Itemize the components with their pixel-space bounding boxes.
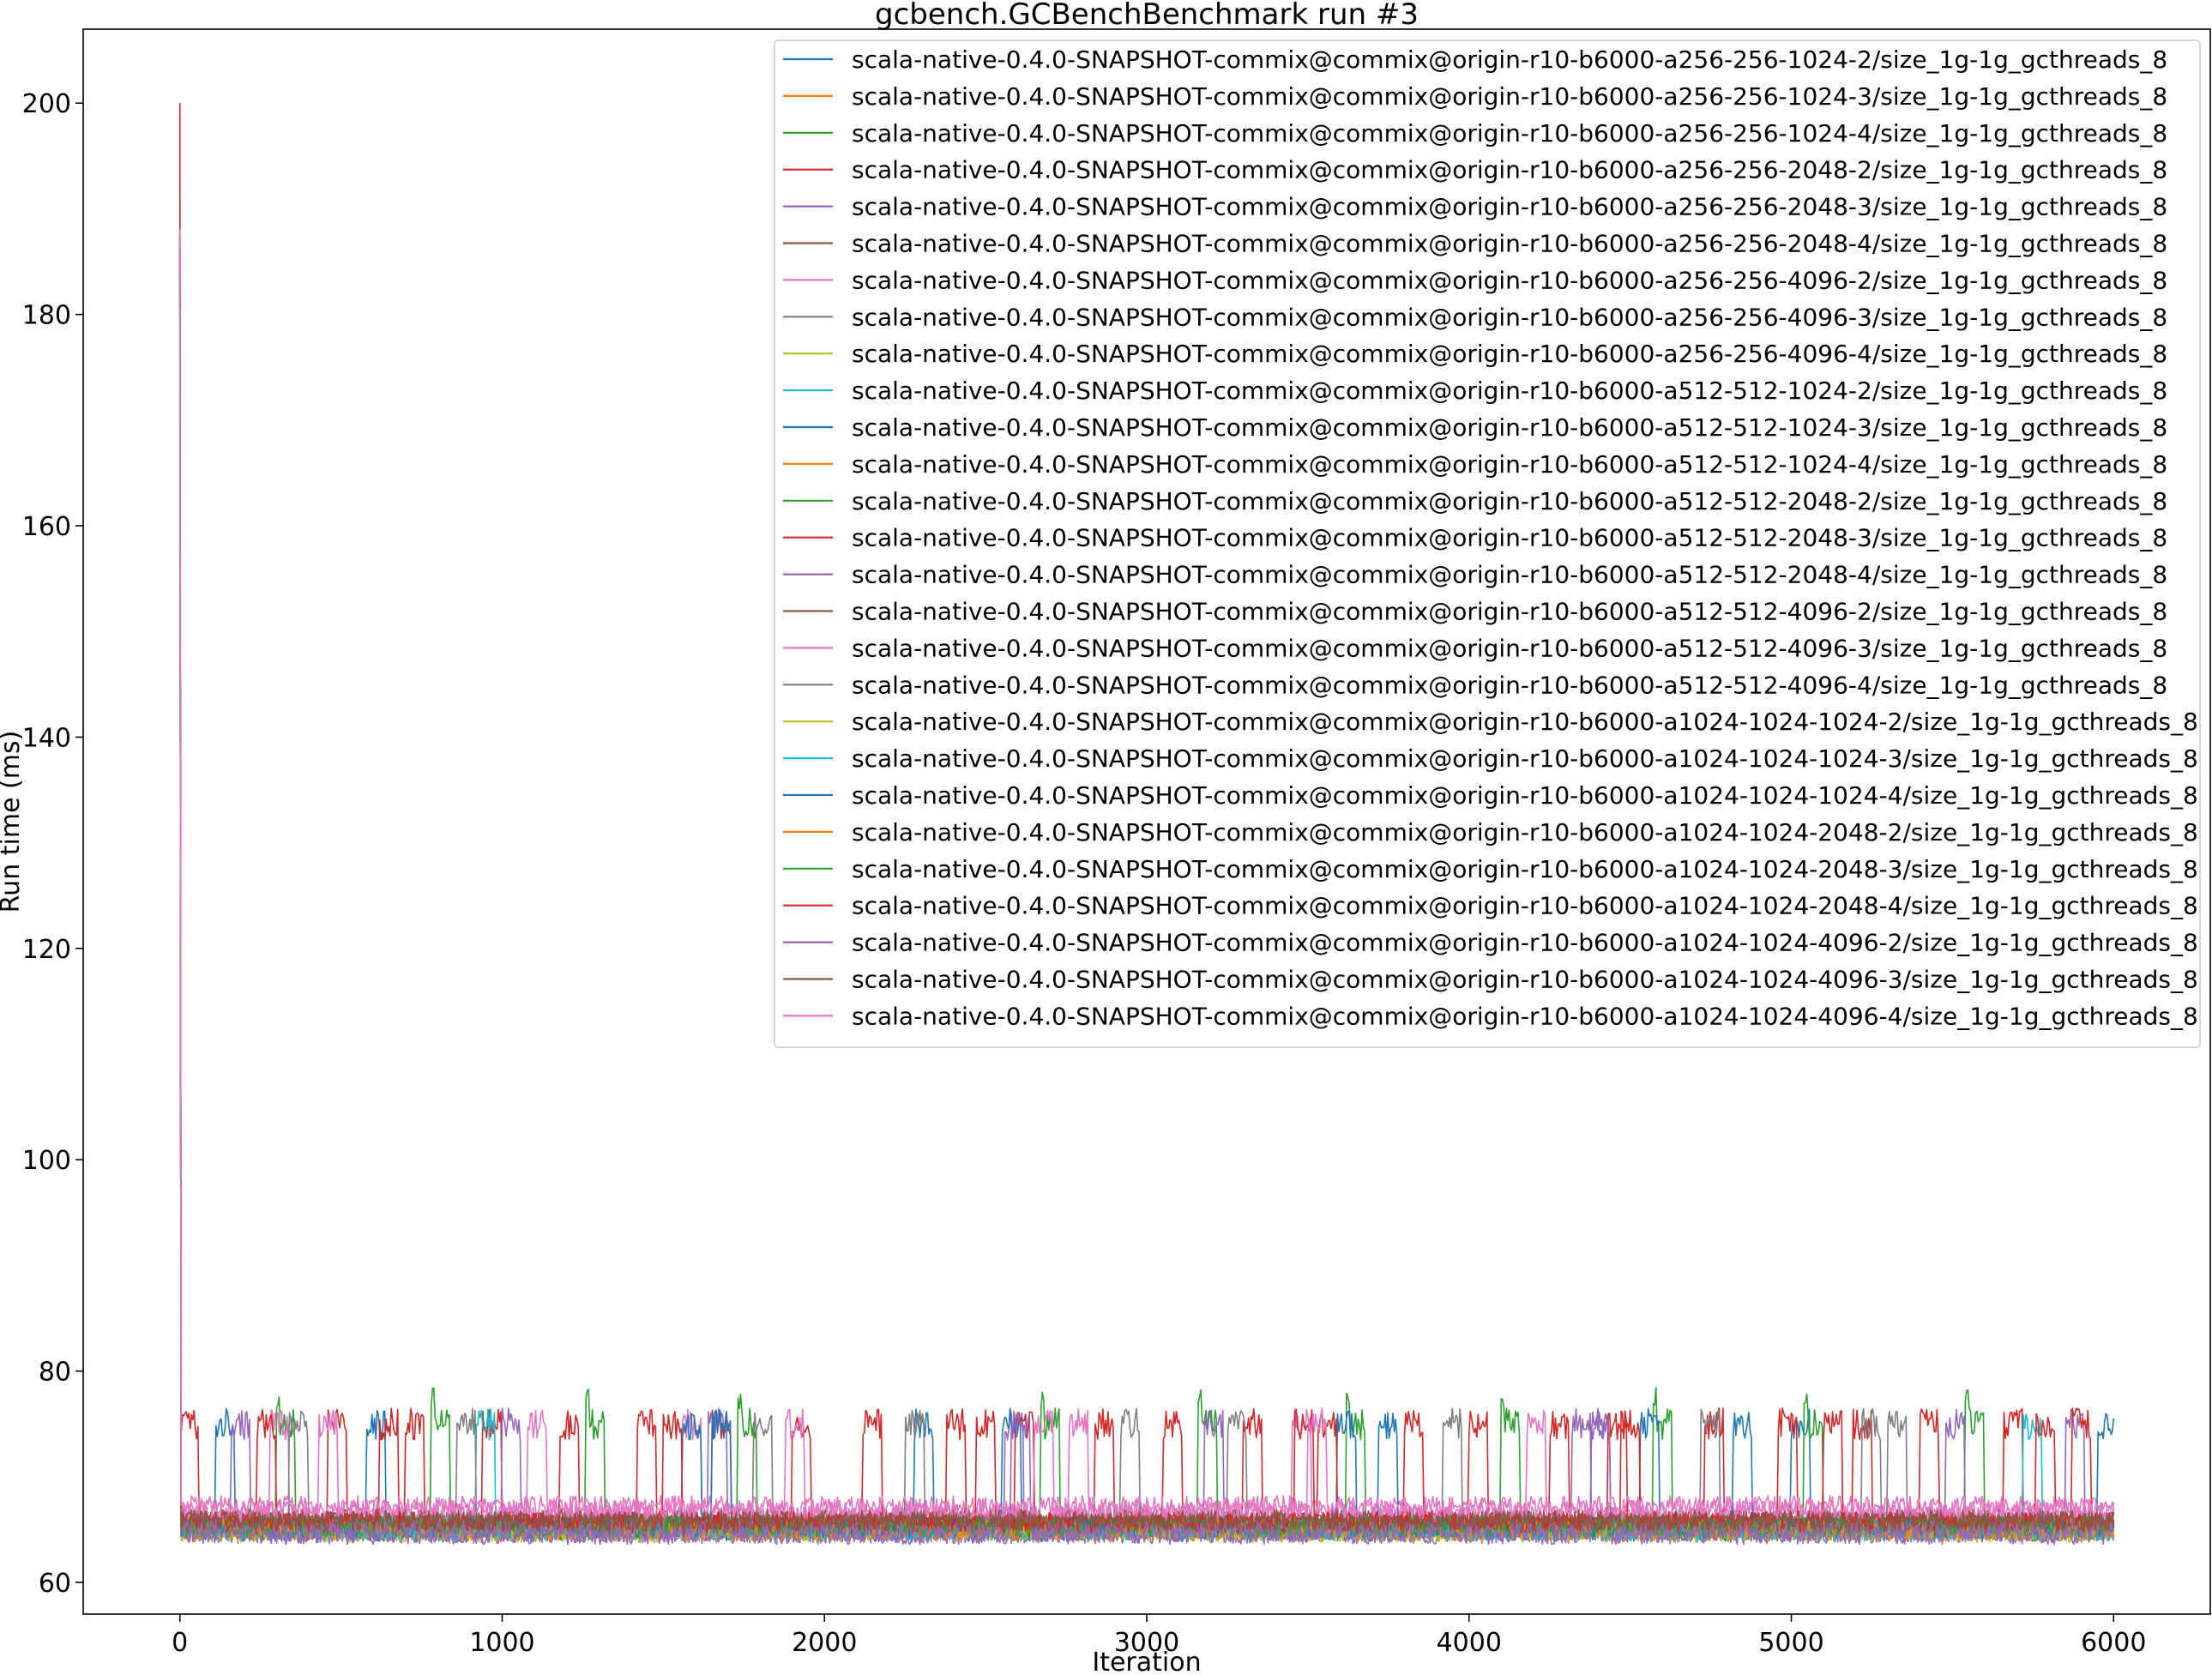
legend-entry: scala-native-0.4.0-SNAPSHOT-commix@commi…: [852, 598, 2167, 626]
y-tick-label: 180: [22, 301, 71, 331]
x-tick-label: 0: [172, 1628, 188, 1658]
y-tick-label: 100: [22, 1146, 71, 1176]
legend-entry: scala-native-0.4.0-SNAPSHOT-commix@commi…: [852, 45, 2167, 74]
legend-entry: scala-native-0.4.0-SNAPSHOT-commix@commi…: [852, 119, 2167, 148]
legend-box: [774, 39, 2201, 1049]
legend-entry: scala-native-0.4.0-SNAPSHOT-commix@commi…: [852, 966, 2198, 994]
x-tick-label: 4000: [1437, 1628, 1502, 1658]
legend-entry: scala-native-0.4.0-SNAPSHOT-commix@commi…: [852, 671, 2167, 699]
legend-entry: scala-native-0.4.0-SNAPSHOT-commix@commi…: [852, 303, 2167, 331]
legend-entry: scala-native-0.4.0-SNAPSHOT-commix@commi…: [852, 929, 2198, 957]
series-line: [178, 247, 2115, 1532]
legend-entry: scala-native-0.4.0-SNAPSHOT-commix@commi…: [852, 1002, 2198, 1030]
y-tick-label: 80: [39, 1358, 71, 1388]
y-tick-label: 120: [22, 935, 71, 965]
legend-entry: scala-native-0.4.0-SNAPSHOT-commix@commi…: [852, 855, 2198, 883]
y-tick-label: 160: [22, 512, 71, 542]
legend-entry: scala-native-0.4.0-SNAPSHOT-commix@commi…: [852, 450, 2167, 479]
y-axis: 60 80 100 120 140 160 180 200: [22, 89, 83, 1599]
y-tick-label: 60: [39, 1569, 71, 1599]
legend-entry: scala-native-0.4.0-SNAPSHOT-commix@commi…: [852, 487, 2167, 515]
legend-entry: scala-native-0.4.0-SNAPSHOT-commix@commi…: [852, 634, 2167, 662]
legend-entry: scala-native-0.4.0-SNAPSHOT-commix@commi…: [852, 892, 2198, 920]
x-tick-label: 2000: [792, 1628, 857, 1658]
legend-entry: scala-native-0.4.0-SNAPSHOT-commix@commi…: [852, 377, 2167, 405]
series-line: [178, 238, 2115, 1533]
legend-entry: scala-native-0.4.0-SNAPSHOT-commix@commi…: [852, 266, 2167, 294]
legend-entry: scala-native-0.4.0-SNAPSHOT-commix@commi…: [852, 708, 2198, 736]
plot-area: [178, 103, 2115, 1545]
series-line: [178, 243, 2115, 1543]
legend-entry: scala-native-0.4.0-SNAPSHOT-commix@commi…: [852, 781, 2198, 810]
legend-entry: scala-native-0.4.0-SNAPSHOT-commix@commi…: [852, 82, 2167, 111]
legend-entry: scala-native-0.4.0-SNAPSHOT-commix@commi…: [852, 230, 2167, 258]
y-tick-label: 140: [22, 723, 71, 753]
legend-entry: scala-native-0.4.0-SNAPSHOT-commix@commi…: [852, 340, 2167, 368]
x-tick-label: 3000: [1114, 1628, 1179, 1658]
chart-title: gcbench.GCBenchBenchmark run #3: [875, 0, 1419, 32]
legend-entry: scala-native-0.4.0-SNAPSHOT-commix@commi…: [852, 524, 2167, 552]
legend-entry: scala-native-0.4.0-SNAPSHOT-commix@commi…: [852, 156, 2167, 184]
x-axis-label: Iteration: [1092, 1648, 1201, 1675]
legend-entry: scala-native-0.4.0-SNAPSHOT-commix@commi…: [852, 744, 2198, 773]
legend: scala-native-0.4.0-SNAPSHOT-commix@commi…: [774, 39, 2201, 1049]
x-tick-label: 6000: [2081, 1628, 2146, 1658]
y-tick-label: 200: [22, 89, 71, 119]
legend-entry: scala-native-0.4.0-SNAPSHOT-commix@commi…: [852, 818, 2198, 847]
legend-entry: scala-native-0.4.0-SNAPSHOT-commix@commi…: [852, 193, 2167, 221]
series-line: [178, 230, 2115, 1518]
legend-entry: scala-native-0.4.0-SNAPSHOT-commix@commi…: [852, 413, 2167, 442]
legend-entry: scala-native-0.4.0-SNAPSHOT-commix@commi…: [852, 561, 2167, 589]
y-axis-label: Run time (ms): [0, 731, 26, 913]
x-tick-label: 1000: [469, 1628, 534, 1658]
x-axis: 0 1000 2000 3000 4000 5000 6000: [172, 1614, 2146, 1658]
x-tick-label: 5000: [1758, 1628, 1823, 1658]
